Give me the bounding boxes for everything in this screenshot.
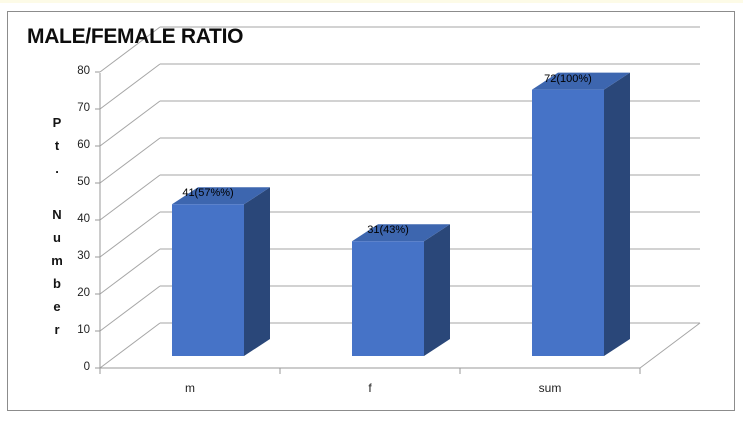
gridline-diagonal bbox=[99, 26, 161, 73]
y-axis-title-char: b bbox=[53, 276, 61, 291]
bar-side-face bbox=[424, 224, 450, 356]
gridline-diagonal bbox=[99, 174, 161, 221]
y-axis-tick-label: 0 bbox=[83, 361, 90, 373]
y-axis-tick-label: 70 bbox=[77, 102, 90, 114]
y-axis-title-char: e bbox=[53, 299, 61, 314]
y-axis-tick-label: 10 bbox=[77, 324, 90, 336]
gridline-diagonal bbox=[99, 248, 161, 295]
y-axis-title-char: N bbox=[52, 207, 62, 222]
gridline-diagonal bbox=[99, 285, 161, 332]
gridline-diagonal bbox=[99, 63, 161, 110]
y-axis-title-char: P bbox=[52, 115, 62, 130]
y-axis-tick-label: 30 bbox=[77, 250, 90, 262]
bar-data-label: 31(43%) bbox=[367, 224, 409, 237]
bar-data-label: 41(57%%) bbox=[182, 187, 234, 200]
y-axis-tick-label: 80 bbox=[77, 65, 90, 77]
bar-side-face bbox=[604, 72, 630, 356]
y-axis-title-char: r bbox=[54, 322, 60, 337]
chart-title: MALE/FEMALE RATIO bbox=[27, 25, 244, 48]
bar-front-face bbox=[532, 89, 604, 356]
gridline-diagonal bbox=[99, 211, 161, 258]
floor-right-edge bbox=[639, 322, 701, 369]
y-axis-tick-label: 40 bbox=[77, 213, 90, 225]
x-axis-category-label: sum bbox=[538, 381, 562, 395]
bar-front-face bbox=[172, 204, 244, 356]
y-axis-title-char: m bbox=[51, 253, 63, 268]
gridline-diagonal bbox=[99, 100, 161, 147]
bar-top-face bbox=[532, 72, 630, 90]
page-top-edge bbox=[0, 0, 743, 3]
bar-top-face bbox=[352, 224, 450, 242]
gridline-diagonal bbox=[99, 137, 161, 184]
bar-side-face bbox=[244, 187, 270, 356]
floor-left-edge bbox=[99, 322, 161, 369]
y-axis-tick-label: 20 bbox=[77, 287, 90, 299]
bar-data-label: 72(100%) bbox=[544, 72, 592, 85]
y-axis-tick-label: 60 bbox=[77, 139, 90, 151]
bar-front-face bbox=[352, 241, 424, 356]
x-axis-category-label: m bbox=[185, 381, 195, 395]
y-axis-tick-label: 50 bbox=[77, 176, 90, 188]
y-axis-title-char: . bbox=[55, 161, 59, 176]
y-axis-title-char: t bbox=[54, 138, 60, 153]
x-axis-category-label: f bbox=[368, 381, 372, 395]
bar-top-face bbox=[172, 187, 270, 205]
y-axis-title-char: u bbox=[53, 230, 61, 245]
